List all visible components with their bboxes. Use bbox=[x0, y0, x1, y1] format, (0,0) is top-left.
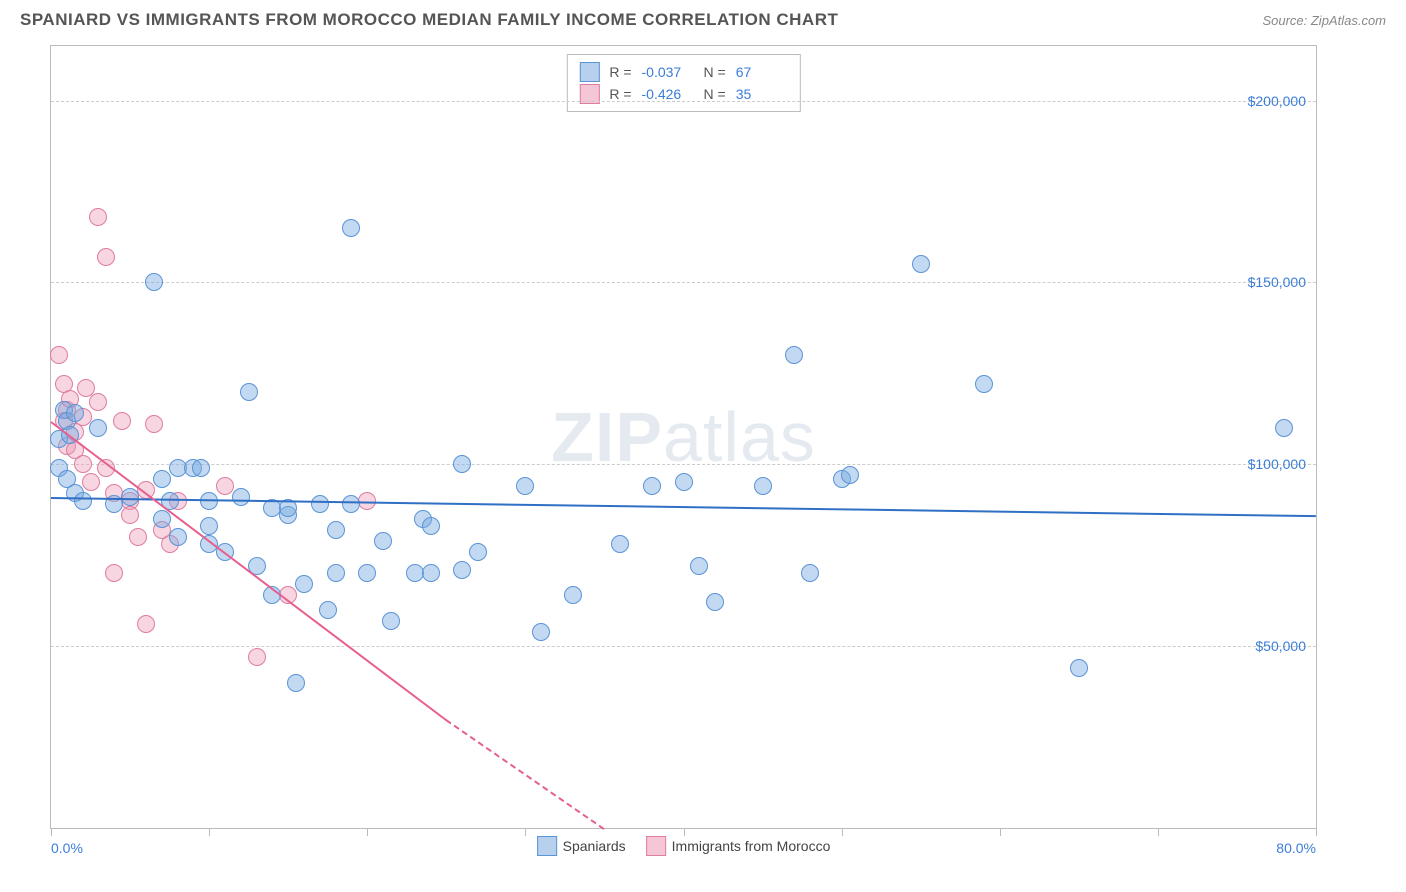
data-point-spaniards bbox=[469, 543, 487, 561]
data-point-spaniards bbox=[192, 459, 210, 477]
data-point-spaniards bbox=[153, 510, 171, 528]
grid-line bbox=[51, 464, 1316, 465]
n-value-spaniards: 67 bbox=[736, 61, 788, 83]
data-point-spaniards bbox=[706, 593, 724, 611]
n-value-morocco: 35 bbox=[736, 83, 788, 105]
data-point-spaniards bbox=[785, 346, 803, 364]
data-point-spaniards bbox=[240, 383, 258, 401]
data-point-spaniards bbox=[319, 601, 337, 619]
data-point-morocco bbox=[216, 477, 234, 495]
data-point-spaniards bbox=[754, 477, 772, 495]
y-tick-label: $150,000 bbox=[1248, 274, 1306, 290]
grid-line bbox=[51, 101, 1316, 102]
x-tick bbox=[842, 828, 843, 836]
x-tick bbox=[1000, 828, 1001, 836]
data-point-spaniards bbox=[975, 375, 993, 393]
data-point-morocco bbox=[105, 564, 123, 582]
legend-item-spaniards: Spaniards bbox=[537, 836, 626, 856]
data-point-spaniards bbox=[690, 557, 708, 575]
data-point-spaniards bbox=[801, 564, 819, 582]
data-point-morocco bbox=[129, 528, 147, 546]
data-point-spaniards bbox=[342, 219, 360, 237]
scatter-plot-area: ZIPatlas R = -0.037 N = 67 R = -0.426 N … bbox=[50, 45, 1317, 829]
data-point-spaniards bbox=[1070, 659, 1088, 677]
data-point-spaniards bbox=[327, 564, 345, 582]
data-point-spaniards bbox=[327, 521, 345, 539]
correlation-stats-box: R = -0.037 N = 67 R = -0.426 N = 35 bbox=[566, 54, 800, 112]
data-point-spaniards bbox=[453, 561, 471, 579]
data-point-morocco bbox=[89, 393, 107, 411]
legend-label-spaniards: Spaniards bbox=[563, 838, 626, 854]
trend-line bbox=[446, 719, 605, 830]
legend-item-morocco: Immigrants from Morocco bbox=[646, 836, 831, 856]
x-axis-min-label: 0.0% bbox=[51, 840, 83, 856]
series-legend: Spaniards Immigrants from Morocco bbox=[537, 836, 831, 856]
x-axis-max-label: 80.0% bbox=[1276, 840, 1316, 856]
data-point-spaniards bbox=[169, 528, 187, 546]
data-point-spaniards bbox=[311, 495, 329, 513]
swatch-morocco-icon bbox=[646, 836, 666, 856]
data-point-spaniards bbox=[675, 473, 693, 491]
data-point-spaniards bbox=[232, 488, 250, 506]
data-point-spaniards bbox=[200, 517, 218, 535]
data-point-morocco bbox=[248, 648, 266, 666]
data-point-spaniards bbox=[358, 564, 376, 582]
x-tick bbox=[1316, 828, 1317, 836]
x-tick bbox=[51, 828, 52, 836]
data-point-spaniards bbox=[516, 477, 534, 495]
data-point-spaniards bbox=[1275, 419, 1293, 437]
data-point-morocco bbox=[74, 455, 92, 473]
data-point-spaniards bbox=[532, 623, 550, 641]
data-point-spaniards bbox=[382, 612, 400, 630]
source-attribution: Source: ZipAtlas.com bbox=[1262, 13, 1386, 28]
swatch-spaniards-icon bbox=[537, 836, 557, 856]
chart-header: SPANIARD VS IMMIGRANTS FROM MOROCCO MEDI… bbox=[0, 0, 1406, 30]
data-point-spaniards bbox=[374, 532, 392, 550]
data-point-morocco bbox=[82, 473, 100, 491]
data-point-spaniards bbox=[841, 466, 859, 484]
data-point-spaniards bbox=[89, 419, 107, 437]
y-tick-label: $200,000 bbox=[1248, 93, 1306, 109]
data-point-morocco bbox=[145, 415, 163, 433]
data-point-morocco bbox=[77, 379, 95, 397]
r-value-spaniards: -0.037 bbox=[642, 61, 694, 83]
grid-line bbox=[51, 282, 1316, 283]
x-tick bbox=[525, 828, 526, 836]
data-point-morocco bbox=[113, 412, 131, 430]
data-point-morocco bbox=[97, 248, 115, 266]
data-point-spaniards bbox=[611, 535, 629, 553]
data-point-spaniards bbox=[643, 477, 661, 495]
data-point-spaniards bbox=[287, 674, 305, 692]
data-point-morocco bbox=[50, 346, 68, 364]
data-point-morocco bbox=[137, 615, 155, 633]
data-point-spaniards bbox=[66, 404, 84, 422]
data-point-spaniards bbox=[295, 575, 313, 593]
legend-label-morocco: Immigrants from Morocco bbox=[672, 838, 831, 854]
stats-row-morocco: R = -0.426 N = 35 bbox=[579, 83, 787, 105]
data-point-spaniards bbox=[422, 517, 440, 535]
r-value-morocco: -0.426 bbox=[642, 83, 694, 105]
y-tick-label: $50,000 bbox=[1255, 638, 1306, 654]
data-point-spaniards bbox=[453, 455, 471, 473]
data-point-spaniards bbox=[564, 586, 582, 604]
data-point-spaniards bbox=[422, 564, 440, 582]
x-tick bbox=[684, 828, 685, 836]
chart-title: SPANIARD VS IMMIGRANTS FROM MOROCCO MEDI… bbox=[20, 10, 838, 30]
data-point-spaniards bbox=[342, 495, 360, 513]
data-point-spaniards bbox=[121, 488, 139, 506]
data-point-spaniards bbox=[153, 470, 171, 488]
x-tick bbox=[1158, 828, 1159, 836]
trend-line bbox=[51, 497, 1316, 517]
data-point-spaniards bbox=[912, 255, 930, 273]
stats-row-spaniards: R = -0.037 N = 67 bbox=[579, 61, 787, 83]
y-tick-label: $100,000 bbox=[1248, 456, 1306, 472]
swatch-spaniards-icon bbox=[579, 62, 599, 82]
data-point-spaniards bbox=[74, 492, 92, 510]
grid-line bbox=[51, 646, 1316, 647]
data-point-morocco bbox=[89, 208, 107, 226]
data-point-spaniards bbox=[145, 273, 163, 291]
data-point-morocco bbox=[121, 506, 139, 524]
x-tick bbox=[367, 828, 368, 836]
x-tick bbox=[209, 828, 210, 836]
